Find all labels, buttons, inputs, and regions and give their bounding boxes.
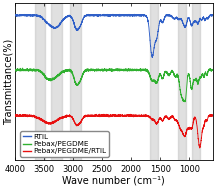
X-axis label: Wave number (cm⁻¹): Wave number (cm⁻¹) bbox=[62, 176, 165, 186]
Bar bbox=[150, 3, 159, 160]
Bar bbox=[178, 3, 186, 160]
Legend: RTIL, Pebax/PEGDME, Pebax/PEGDME/RTIL: RTIL, Pebax/PEGDME, Pebax/PEGDME/RTIL bbox=[21, 131, 109, 157]
Bar bbox=[51, 3, 62, 160]
Y-axis label: Transmittance(%): Transmittance(%) bbox=[3, 39, 13, 125]
Bar bbox=[192, 3, 200, 160]
Bar bbox=[35, 3, 45, 160]
Bar bbox=[70, 3, 81, 160]
